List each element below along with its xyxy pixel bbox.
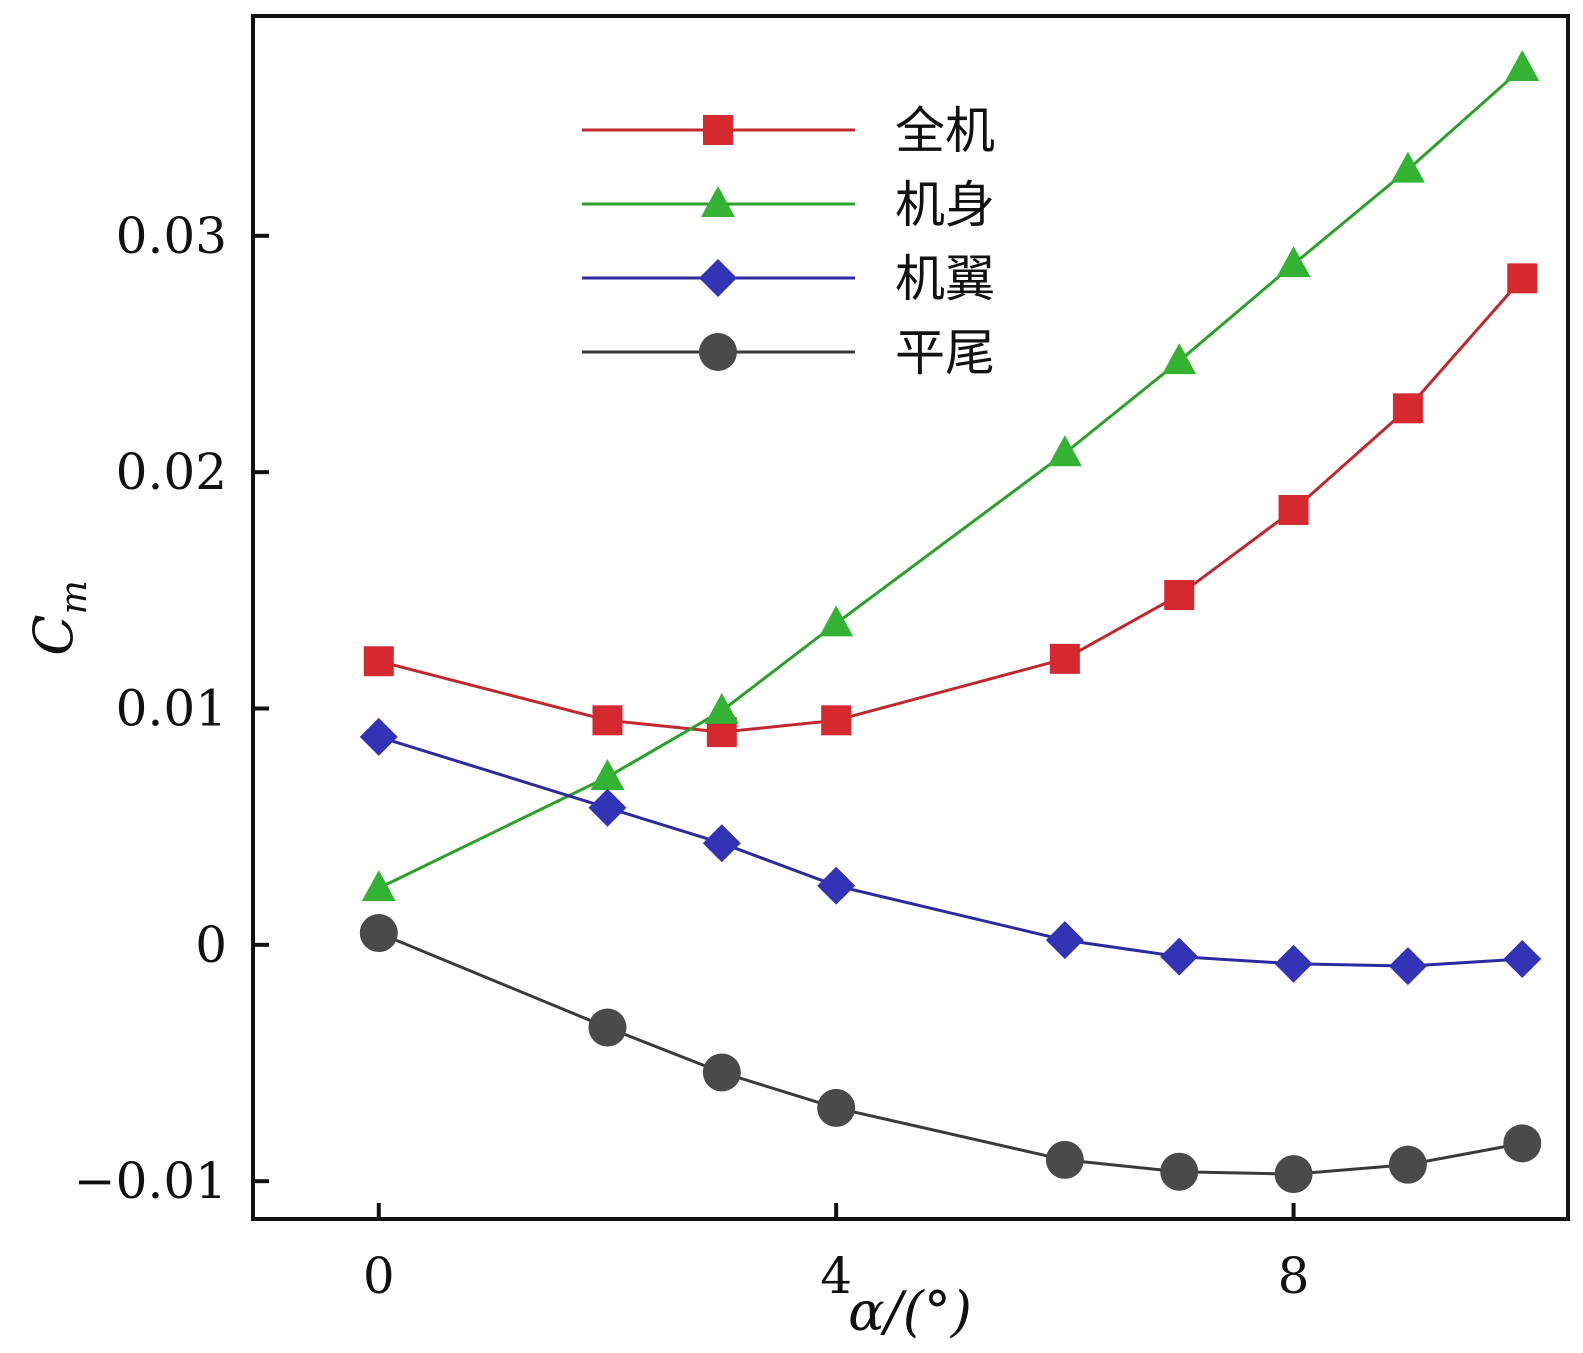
square-marker-point — [592, 705, 622, 735]
square-marker-point — [364, 646, 394, 676]
legend-label: 全机 — [895, 102, 995, 160]
square-marker-point — [821, 705, 851, 735]
circle-marker-point — [588, 1009, 626, 1047]
circle-marker-point — [1503, 1124, 1541, 1162]
square-marker-point — [1279, 495, 1309, 525]
square-marker-legend — [703, 115, 733, 145]
circle-marker-point — [1046, 1141, 1084, 1179]
circle-marker-point — [360, 914, 398, 952]
square-marker-point — [1507, 263, 1537, 293]
square-marker-point — [1164, 580, 1194, 610]
x-tick-label: 0 — [363, 1247, 395, 1305]
circle-marker-point — [817, 1089, 855, 1127]
circle-marker-point — [1389, 1146, 1427, 1184]
legend-label: 机身 — [895, 176, 995, 234]
y-axis-title-main: C — [22, 614, 85, 655]
y-tick-label: 0.02 — [116, 443, 227, 501]
circle-marker-point — [703, 1053, 741, 1091]
legend-label: 平尾 — [895, 324, 995, 382]
y-tick-label: 0.01 — [116, 679, 227, 737]
cm-vs-alpha-chart: 048 −0.0100.010.020.03 全机机身机翼平尾 α/(°) Cm — [0, 0, 1583, 1353]
circle-marker-point — [1160, 1153, 1198, 1191]
x-axis-title: α/(°) — [848, 1280, 972, 1343]
y-tick-label: 0 — [195, 916, 227, 974]
square-marker-point — [1050, 644, 1080, 674]
y-tick-label: −0.01 — [74, 1152, 227, 1210]
y-tick-label: 0.03 — [116, 207, 227, 265]
legend-label: 机翼 — [895, 250, 995, 308]
y-axis-title-subscript: m — [54, 580, 95, 614]
x-tick-label: 8 — [1278, 1247, 1310, 1305]
circle-marker-point — [1275, 1155, 1313, 1193]
circle-marker-legend — [699, 333, 737, 371]
square-marker-point — [1393, 393, 1423, 423]
